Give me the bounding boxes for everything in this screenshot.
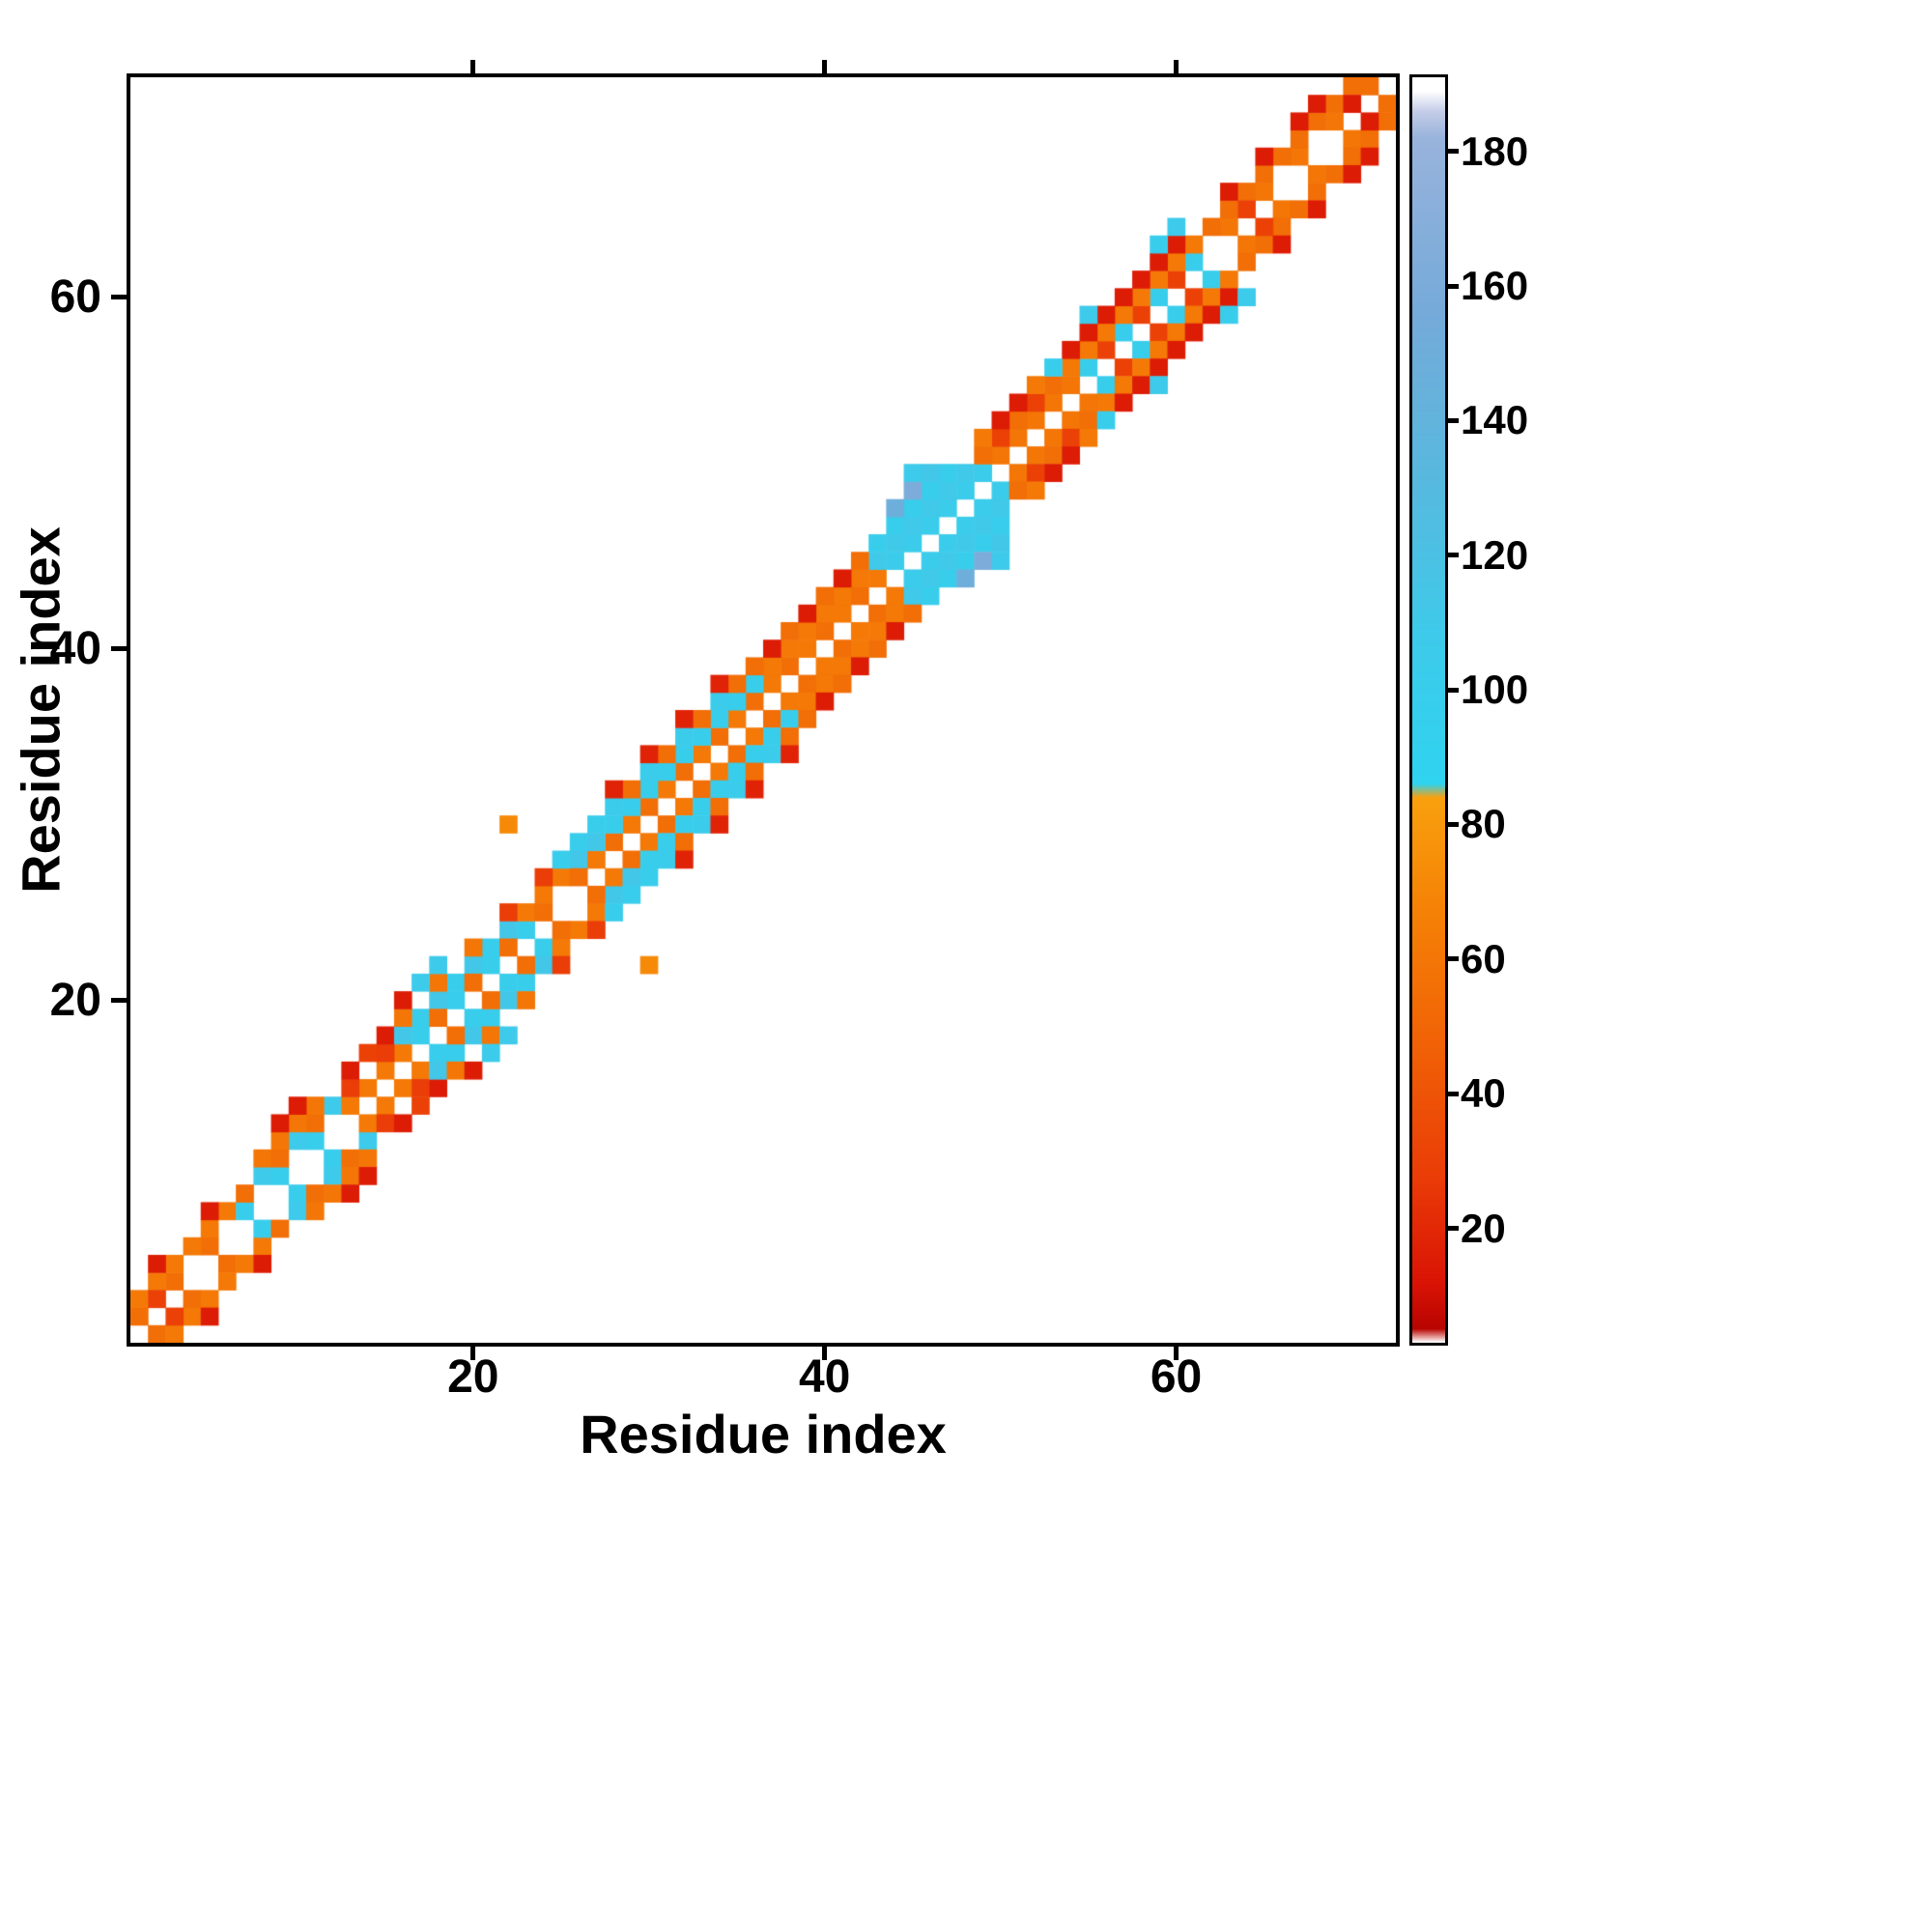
colorbar-tick-label: 60 <box>1461 935 1506 981</box>
colorbar-tick-label: 40 <box>1461 1070 1506 1117</box>
y-tick-label: 60 <box>49 271 101 324</box>
colorbar-tick-label: 160 <box>1461 263 1529 308</box>
plot-area <box>127 73 1400 1347</box>
y-tick-mark <box>111 645 127 651</box>
x-tick-mark-top <box>470 60 476 73</box>
colorbar-tick-mark <box>1448 1226 1459 1232</box>
x-tick-label: 40 <box>798 1351 851 1403</box>
colorbar-tick-label: 80 <box>1461 801 1506 847</box>
x-tick-label: 60 <box>1150 1351 1203 1403</box>
colorbar-canvas <box>1412 77 1445 1343</box>
colorbar <box>1409 74 1448 1346</box>
heatmap-canvas <box>130 77 1396 1343</box>
colorbar-tick-label: 120 <box>1461 531 1529 578</box>
x-tick-label: 20 <box>447 1351 499 1403</box>
colorbar-tick-mark <box>1448 553 1459 558</box>
colorbar-tick-mark <box>1448 149 1459 155</box>
colorbar-tick-label: 140 <box>1461 397 1529 443</box>
y-tick-label: 40 <box>49 623 101 675</box>
colorbar-tick-mark <box>1448 956 1459 962</box>
x-tick-mark-top <box>822 60 828 73</box>
colorbar-tick-mark <box>1448 283 1459 289</box>
y-axis-label: Residue index <box>10 526 71 894</box>
colorbar-tick-label: 20 <box>1461 1205 1506 1251</box>
x-tick-mark-top <box>1174 60 1179 73</box>
colorbar-tick-mark <box>1448 687 1459 693</box>
x-tick-mark-bottom <box>470 1347 476 1360</box>
x-tick-mark-bottom <box>822 1347 828 1360</box>
colorbar-tick-mark <box>1448 417 1459 423</box>
colorbar-tick-label: 180 <box>1461 128 1529 174</box>
y-tick-label: 20 <box>49 975 101 1027</box>
x-axis-label: Residue index <box>580 1404 947 1464</box>
y-tick-mark <box>111 997 127 1003</box>
colorbar-tick-label: 100 <box>1461 667 1529 713</box>
colorbar-tick-mark <box>1448 1091 1459 1096</box>
colorbar-tick-mark <box>1448 821 1459 827</box>
y-tick-mark <box>111 294 127 299</box>
x-tick-mark-bottom <box>1174 1347 1179 1360</box>
